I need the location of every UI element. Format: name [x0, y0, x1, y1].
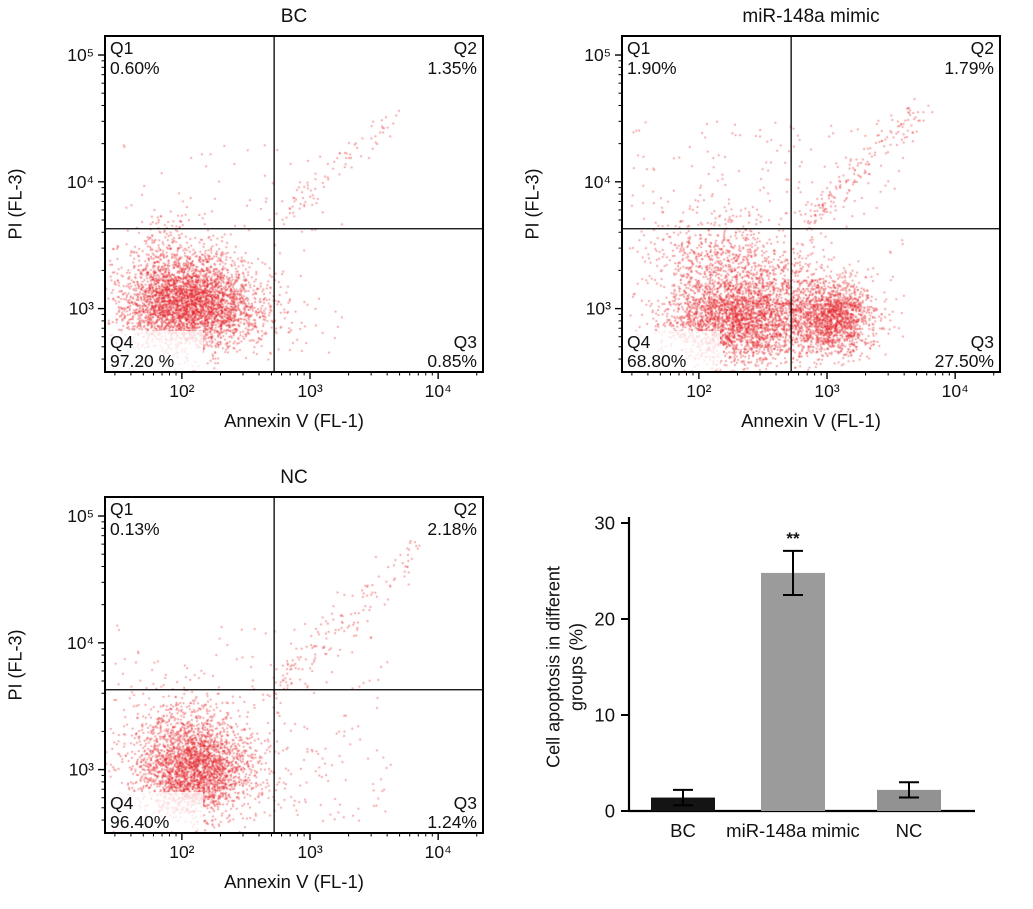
y-tick-label: 10³ — [69, 299, 94, 319]
category-label: NC — [896, 820, 923, 841]
quadrant-label: Q1 — [110, 38, 133, 58]
quadrant-label: Q1 — [627, 38, 650, 58]
bar — [877, 789, 941, 811]
quadrant-label: Q3 — [454, 332, 477, 352]
y-tick-label: 20 — [594, 609, 615, 630]
y-tick-label: 10⁴ — [584, 172, 611, 192]
category-label: miR-148a mimic — [726, 820, 860, 841]
quadrant-label: Q2 — [454, 38, 477, 58]
x-tick-label: 10³ — [814, 381, 839, 401]
plot-frame — [621, 35, 1001, 373]
x-tick-label: 10² — [686, 381, 711, 401]
y-tick-label: 10³ — [69, 760, 94, 780]
quadrant-value: 96.40% — [110, 812, 169, 832]
quadrant-label: Q4 — [110, 332, 134, 352]
plot-frame — [104, 496, 484, 834]
y-tick-label: 10³ — [586, 299, 611, 319]
q4-label-backdrop — [107, 792, 203, 831]
plot-title: NC — [280, 467, 308, 488]
quadrant-value: 27.50% — [935, 351, 994, 371]
quadrant-value: 1.79% — [944, 58, 994, 78]
y-tick-label: 10⁴ — [67, 633, 94, 653]
scatter-canvas — [105, 497, 483, 833]
y-tick-label: 30 — [594, 513, 615, 534]
x-axis-label: Annexin V (FL-1) — [224, 871, 364, 892]
plot-title: BC — [280, 6, 308, 27]
bar-chart-svg: 0 10 20 30 BC miR-148a mimic NC ** — [594, 513, 975, 841]
plot-title: miR-148a mimic — [742, 6, 880, 27]
flow-panel-bc: 10² 10³ 10⁴ 10³ 10⁴ 10⁵ Q1 0.60% Q2 1.35% Q3 0.85% Q… — [0, 0, 516, 461]
plot-frame — [104, 35, 484, 373]
y-tick-label: 10⁵ — [67, 45, 94, 65]
significance-marker: ** — [786, 529, 800, 548]
q4-label-backdrop — [107, 331, 203, 370]
y-axis-label-text: PI (FL-3) — [522, 168, 543, 240]
quadrant-value: 0.13% — [110, 519, 160, 539]
quadrant-value: 0.60% — [110, 58, 160, 78]
y-axis-label-text: PI (FL-3) — [5, 629, 26, 701]
quadrant-label: Q4 — [627, 332, 651, 352]
y-tick-label: 0 — [605, 801, 615, 822]
plot-frame-svg: 10² 10³ 10⁴ 10³ 10⁴ 10⁵ Q10.13% Q22.18% Q31.24% Q… — [67, 496, 484, 862]
x-tick-label: 10² — [169, 381, 194, 401]
x-tick-label: 10⁴ — [425, 842, 452, 862]
bar-y-axis-label-text: Cell apoptosis in different groups (%) — [543, 566, 587, 768]
x-tick-label: 10³ — [297, 842, 322, 862]
quadrant-label: Q2 — [454, 499, 477, 519]
x-tick-label: 10⁴ — [425, 381, 452, 401]
flow-panel-nc: 10² 10³ 10⁴ 10³ 10⁴ 10⁵ Q1 0.13% Q2 2.18% Q3 1.24% Q… — [0, 461, 516, 909]
quadrant-value: 68.80% — [627, 351, 686, 371]
quadrant-value: 0.85% — [427, 351, 477, 371]
quadrant-label: Q3 — [971, 332, 994, 352]
x-tick-label: 10³ — [297, 381, 322, 401]
scatter-canvas — [105, 36, 483, 372]
quadrant-label: Q2 — [971, 38, 994, 58]
category-label: BC — [670, 820, 696, 841]
quadrant-label: Q3 — [454, 793, 477, 813]
q4-label-backdrop — [624, 331, 720, 370]
y-axis-label-text: PI (FL-3) — [5, 168, 26, 240]
plot-frame-svg: 10² 10³ 10⁴ 10³ 10⁴ 10⁵ Q10.60% Q21.35% Q30.85% Q… — [67, 35, 484, 401]
flow-panel-mimic: 10² 10³ 10⁴ 10³ 10⁴ 10⁵ Q1 1.90% Q2 1.79% Q3 27.50%… — [517, 0, 1033, 461]
quadrant-value: 1.90% — [627, 58, 677, 78]
y-tick-label: 10 — [594, 705, 615, 726]
quadrant-value: 97.20 % — [110, 351, 174, 371]
x-axis-label: Annexin V (FL-1) — [224, 410, 364, 431]
plot-frame-svg: 10² 10³ 10⁴ 10³ 10⁴ 10⁵ Q11.90% Q21.79% Q327.50%… — [584, 35, 1001, 401]
y-tick-label: 10⁵ — [584, 45, 611, 65]
x-axis-label: Annexin V (FL-1) — [741, 410, 881, 431]
quadrant-label: Q4 — [110, 793, 134, 813]
scatter-canvas — [622, 36, 1000, 372]
quadrant-value: 1.35% — [427, 58, 477, 78]
bar — [761, 572, 825, 811]
y-tick-label: 10⁵ — [67, 506, 94, 526]
y-tick-label: 10⁴ — [67, 172, 94, 192]
quadrant-label: Q1 — [110, 499, 133, 519]
x-tick-label: 10⁴ — [942, 381, 969, 401]
x-tick-label: 10² — [169, 842, 194, 862]
quadrant-value: 1.24% — [427, 812, 477, 832]
bar-chart-panel: 0 10 20 30 BC miR-148a mimic NC ** Cell apoptos… — [517, 461, 1033, 909]
quadrant-value: 2.18% — [427, 519, 477, 539]
